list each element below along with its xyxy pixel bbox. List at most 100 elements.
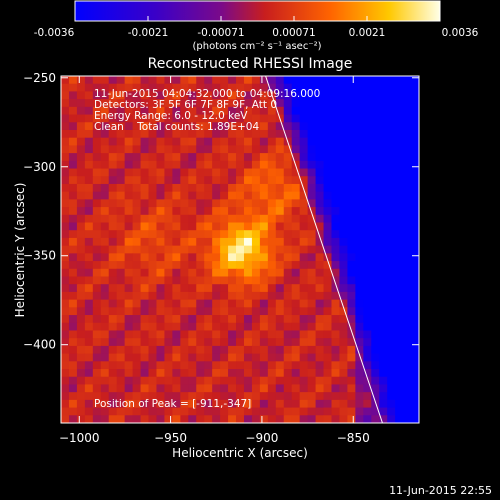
heatmap-cell	[259, 291, 269, 301]
heatmap-cell	[259, 284, 269, 293]
heatmap-cell	[164, 222, 173, 231]
heatmap-cell	[196, 291, 205, 301]
heatmap-cell	[283, 91, 293, 100]
heatmap-cell	[267, 222, 277, 231]
heatmap-cell	[283, 160, 293, 170]
heatmap-cell	[267, 291, 277, 301]
heatmap-cell	[180, 237, 189, 247]
heatmap-cell	[299, 160, 309, 170]
heatmap-cell	[212, 145, 221, 154]
heatmap-cell	[84, 322, 94, 332]
heatmap-cell	[243, 230, 253, 239]
heatmap-cell	[259, 415, 269, 423]
heatmap-cell	[403, 276, 412, 285]
heatmap-cell	[387, 199, 396, 208]
heatmap-cell	[148, 392, 158, 401]
heatmap-cell	[220, 315, 229, 324]
heatmap-cell	[92, 276, 102, 285]
heatmap-cell	[180, 114, 189, 123]
heatmap-cell	[347, 415, 356, 423]
heatmap-cell	[363, 207, 372, 216]
heatmap-cell	[259, 369, 269, 378]
heatmap-cell	[243, 214, 253, 224]
heatmap-cell	[228, 338, 237, 347]
heatmap-cell	[299, 145, 309, 154]
heatmap-cell	[315, 415, 325, 423]
heatmap-cell	[132, 369, 142, 378]
heatmap-cell	[212, 369, 221, 378]
heatmap-cell	[339, 114, 348, 123]
heatmap-cell	[355, 106, 364, 116]
heatmap-cell	[68, 284, 78, 293]
heatmap-cell	[196, 268, 205, 278]
heatmap-cell	[188, 237, 197, 247]
heatmap-cell	[108, 307, 118, 316]
y-tick-label: −300	[23, 160, 56, 174]
heatmap-cell	[204, 392, 213, 401]
heatmap-cell	[196, 183, 205, 193]
heatmap-cell	[411, 384, 419, 393]
heatmap-cell	[291, 176, 301, 185]
heatmap-cell	[76, 83, 86, 93]
heatmap-cell	[371, 214, 380, 224]
heatmap-cell	[148, 191, 158, 200]
heatmap-cell	[259, 176, 269, 185]
heatmap-cell	[291, 183, 301, 193]
heatmap-cell	[61, 122, 70, 131]
heatmap-cell	[251, 214, 261, 224]
heatmap-cell	[283, 106, 293, 116]
heatmap-cell	[267, 384, 277, 393]
heatmap-cell	[204, 137, 213, 146]
heatmap-cell	[188, 83, 197, 93]
heatmap-cell	[411, 330, 419, 339]
heatmap-cell	[108, 338, 118, 347]
heatmap-cell	[84, 230, 94, 239]
heatmap-cell	[84, 276, 94, 285]
heatmap-cell	[363, 176, 372, 185]
heatmap-cell	[228, 191, 237, 200]
heatmap-cell	[395, 114, 404, 123]
heatmap-cell	[148, 268, 158, 278]
heatmap-cell	[220, 237, 229, 247]
heatmap-cell	[315, 129, 325, 139]
heatmap-cell	[180, 299, 189, 308]
heatmap-cell	[371, 345, 380, 355]
heatmap-cell	[395, 160, 404, 170]
heatmap-cell	[243, 153, 253, 162]
heatmap-cell	[212, 245, 221, 254]
heatmap-cell	[132, 207, 142, 216]
heatmap-cell	[212, 214, 221, 224]
heatmap-cell	[299, 137, 309, 146]
heatmap-cell	[212, 399, 221, 409]
heatmap-cell	[307, 176, 317, 185]
heatmap-cell	[403, 168, 412, 177]
heatmap-cell	[140, 114, 150, 123]
heatmap-cell	[140, 214, 150, 224]
heatmap-cell	[212, 207, 221, 216]
heatmap-cell	[243, 407, 253, 416]
heatmap-cell	[283, 230, 293, 239]
heatmap-cell	[148, 338, 158, 347]
heatmap-cell	[220, 322, 229, 332]
heatmap-cell	[275, 253, 285, 262]
heatmap-cell	[196, 176, 205, 185]
heatmap-cell	[403, 129, 412, 139]
heatmap-cell	[236, 338, 245, 347]
heatmap-cell	[267, 369, 277, 378]
heatmap-cell	[148, 207, 158, 216]
heatmap-cell	[395, 392, 404, 401]
heatmap-cell	[212, 353, 221, 362]
heatmap-cell	[275, 245, 285, 254]
heatmap-cell	[61, 214, 70, 224]
heatmap-cell	[283, 99, 293, 108]
heatmap-cell	[387, 307, 396, 316]
heatmap-cell	[283, 399, 293, 409]
heatmap-cell	[411, 230, 419, 239]
heatmap-cell	[188, 384, 197, 393]
heatmap-cell	[267, 407, 277, 416]
colorbar-units: (photons cm⁻² s⁻¹ asec⁻²)	[192, 41, 321, 52]
heatmap-cell	[307, 145, 317, 154]
heatmap-cell	[251, 199, 261, 208]
heatmap-cell	[243, 207, 253, 216]
heatmap-cell	[371, 122, 380, 131]
